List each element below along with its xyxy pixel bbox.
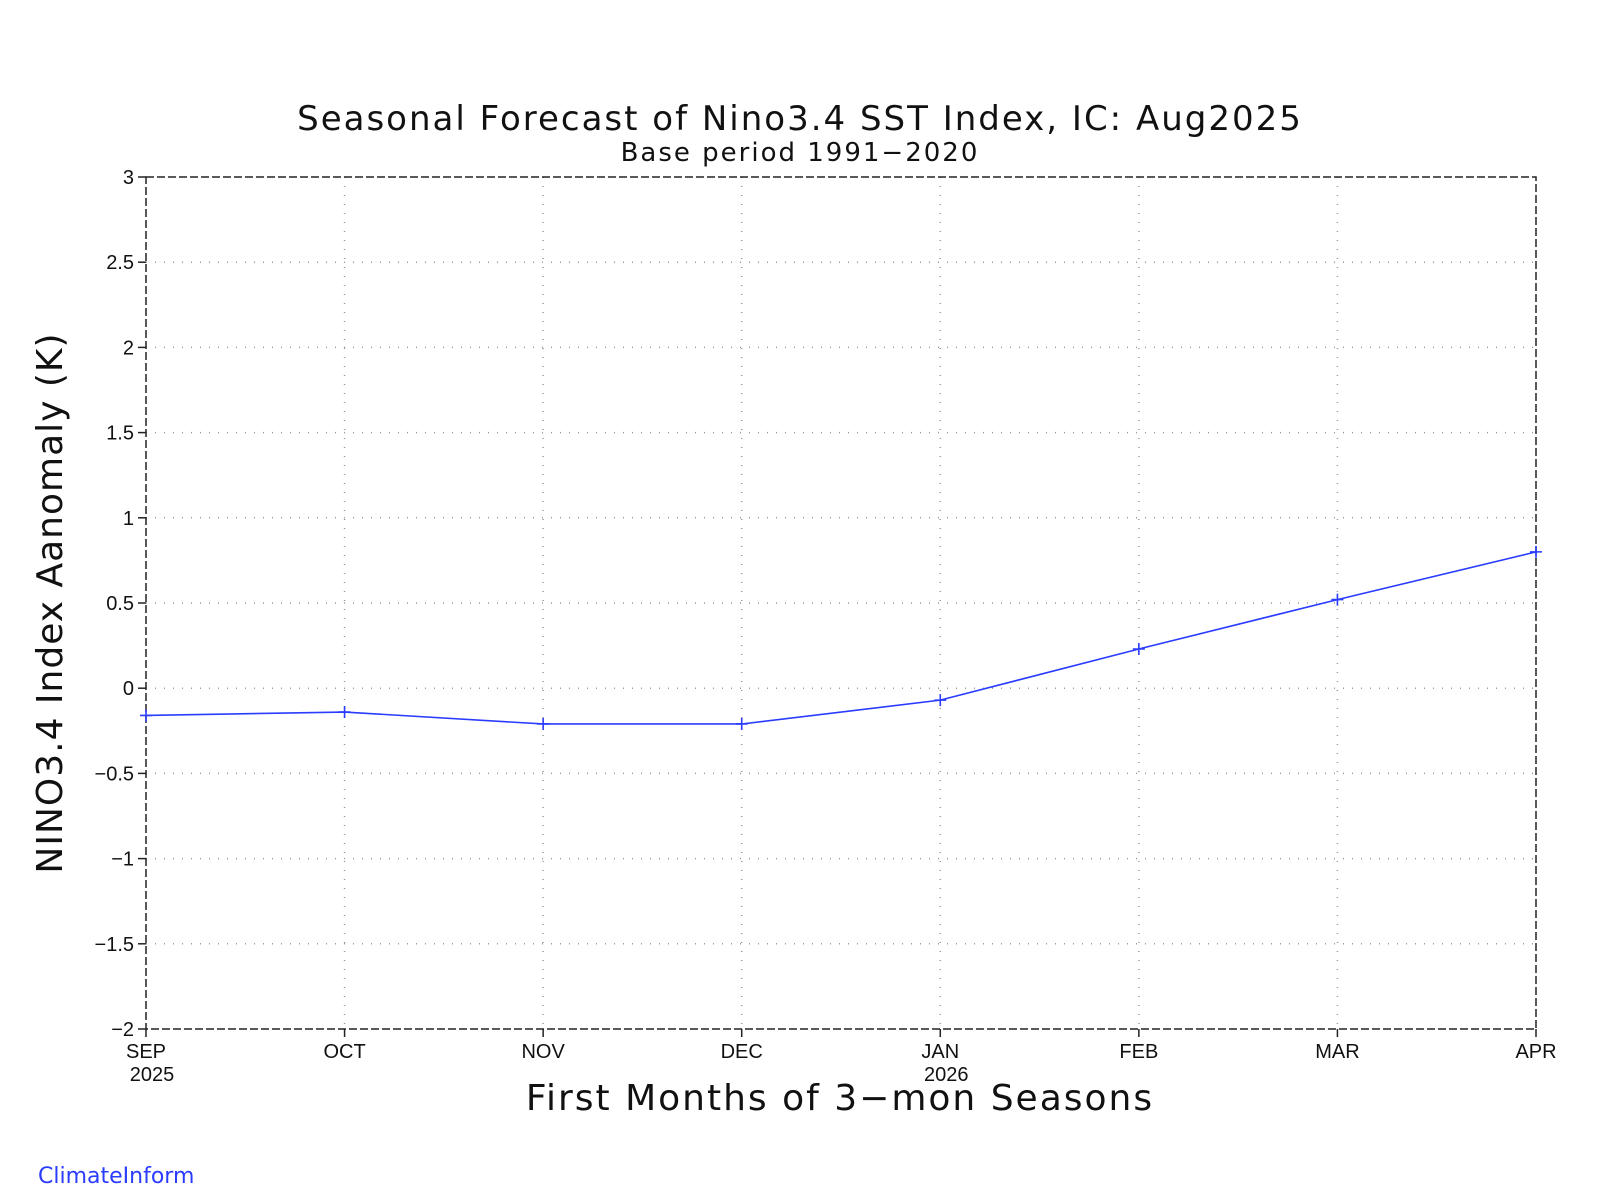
- x-tick-year-label: 2026: [924, 1064, 969, 1086]
- y-tick-label: 1.5: [106, 423, 134, 445]
- x-tick-label: SEP: [126, 1041, 166, 1063]
- plot-frame: [145, 176, 1537, 1030]
- x-tick-label: JAN: [921, 1041, 959, 1063]
- chart-subtitle: Base period 1991−2020: [621, 138, 980, 168]
- data-point-marker: [338, 706, 351, 719]
- data-point-marker: [1132, 643, 1145, 656]
- data-point-marker: [1331, 593, 1344, 606]
- x-tick-label: FEB: [1119, 1041, 1158, 1063]
- chart-title: Seasonal Forecast of Nino3.4 SST Index, …: [297, 99, 1303, 139]
- credit-label: ClimateInform: [38, 1164, 195, 1189]
- series-nino34: [140, 545, 1542, 730]
- x-tick-label: MAR: [1315, 1041, 1359, 1063]
- y-tick-label: −0.5: [95, 763, 134, 785]
- x-axis-label: First Months of 3−mon Seasons: [526, 1078, 1154, 1119]
- data-point-marker: [934, 694, 947, 707]
- data-point-marker: [735, 717, 748, 730]
- data-point-marker: [140, 709, 152, 722]
- series-line: [145, 551, 1537, 725]
- data-point-marker: [1530, 545, 1542, 558]
- y-tick-label: 3: [123, 167, 134, 189]
- y-tick-label: 0: [123, 678, 134, 700]
- x-tick-label: OCT: [323, 1041, 365, 1063]
- x-tick-label: DEC: [721, 1041, 763, 1063]
- y-tick-label: 2: [123, 337, 134, 359]
- y-tick-label: 2.5: [106, 252, 134, 274]
- y-tick-label: −1.5: [95, 934, 134, 956]
- data-point-marker: [537, 717, 550, 730]
- x-tick-year-label: 2025: [130, 1064, 175, 1086]
- y-tick-label: −1: [111, 849, 134, 871]
- y-tick-label: −2: [111, 1019, 134, 1041]
- grid: [146, 177, 1536, 1029]
- y-axis: −2 −1.5 −1 −0.5 0 0.5 1 1.5 2 2.5 3: [95, 167, 146, 1041]
- y-tick-label: 0.5: [106, 593, 134, 615]
- x-tick-label: NOV: [521, 1041, 565, 1063]
- y-tick-label: 1: [123, 508, 134, 530]
- x-tick-label: APR: [1515, 1041, 1556, 1063]
- y-axis-label: NINO3.4 Index Aanomaly (K): [30, 332, 71, 873]
